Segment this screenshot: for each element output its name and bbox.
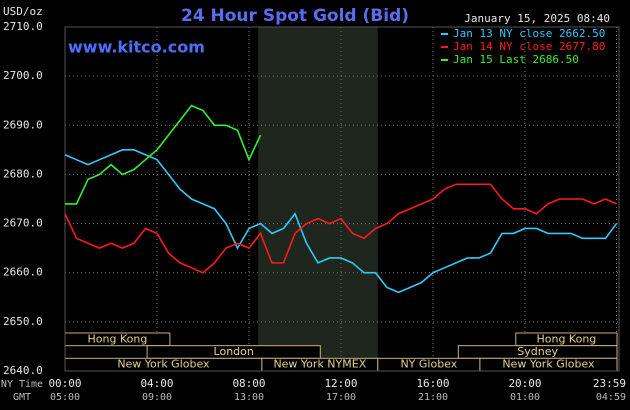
y-tick-label: 2710.0	[3, 20, 43, 33]
website: www.kitco.com	[68, 38, 205, 57]
y-tick-label: 2670.0	[3, 217, 43, 230]
session-label: New York NYMEX	[273, 358, 366, 371]
session-label: New York Globex	[117, 358, 210, 371]
legend-label: Jan 15 Last 2686.50	[453, 53, 579, 66]
x-tick-label: 16:00	[416, 377, 449, 390]
x2-tick-label: 21:00	[418, 392, 448, 403]
x-tick-label: 00:00	[48, 377, 81, 390]
y-tick-label: 2680.0	[3, 167, 43, 180]
session-label: New York Globex	[502, 358, 595, 371]
y-tick-label: 2640.0	[3, 364, 43, 377]
legend-label: Jan 13 NY close 2662.50	[453, 27, 605, 40]
x-tick-label: 12:00	[324, 377, 357, 390]
x2-tick-label: 17:00	[326, 392, 356, 403]
x-tick-label: 23:59	[593, 377, 626, 390]
x2-axis-label: GMT	[13, 392, 31, 403]
y-tick-label: 2690.0	[3, 118, 43, 131]
y-axis-label: USD/oz	[3, 5, 43, 18]
session-label: Hong Kong	[88, 332, 148, 345]
series-line	[64, 183, 617, 274]
shade-region	[258, 27, 378, 371]
x2-tick-label: 01:00	[510, 392, 540, 403]
series-line	[64, 149, 618, 294]
timestamp: January 15, 2025 08:40	[464, 12, 610, 25]
x-tick-label: 08:00	[232, 377, 265, 390]
session-label: London	[214, 345, 254, 358]
session-label: Hong Kong	[536, 332, 596, 345]
legend-label: Jan 14 NY close 2677.80	[453, 40, 605, 53]
x2-tick-label: 09:00	[142, 392, 172, 403]
x-axis-label: NY Time	[1, 379, 43, 390]
x2-tick-label: 13:00	[234, 392, 264, 403]
x2-tick-label: 04:59	[596, 392, 626, 403]
y-tick-label: 2700.0	[3, 69, 43, 82]
series-line	[65, 104, 262, 205]
plot-frame	[64, 26, 620, 372]
y-tick-label: 2660.0	[3, 266, 43, 279]
y-tick-label: 2650.0	[3, 315, 43, 328]
x-tick-label: 04:00	[140, 377, 173, 390]
session-label: NY Globex	[400, 358, 457, 371]
chart-title: 24 Hour Spot Gold (Bid)	[181, 6, 409, 26]
session-label: Sydney	[517, 345, 558, 358]
x-tick-label: 20:00	[508, 377, 541, 390]
x2-tick-label: 05:00	[50, 392, 80, 403]
